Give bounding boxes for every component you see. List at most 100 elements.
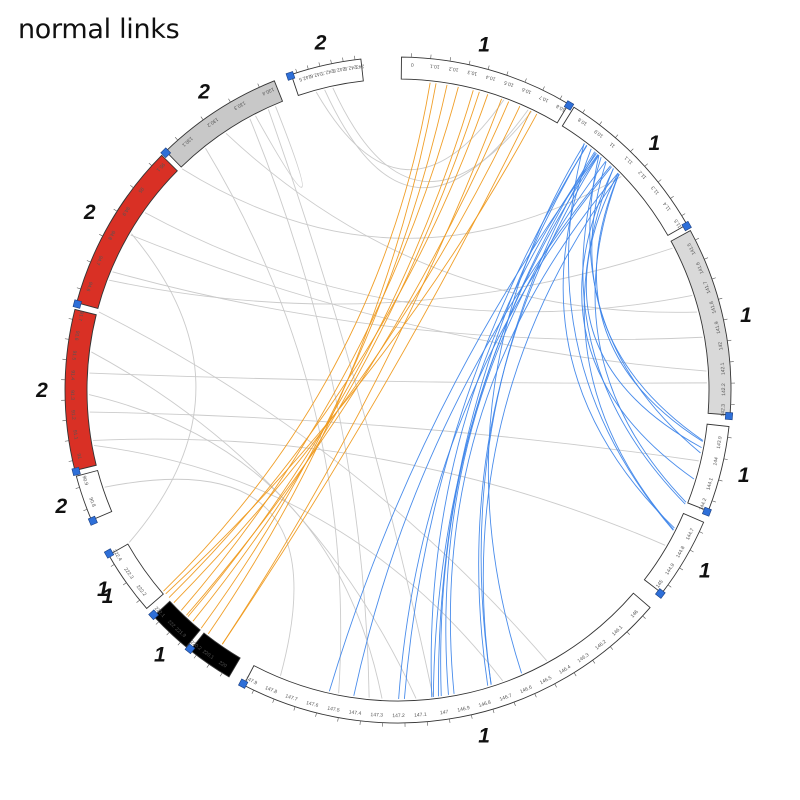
- tick-label: 141.7: [702, 280, 712, 294]
- tick-label: 10.9: [593, 128, 605, 139]
- link: [181, 86, 459, 611]
- tick-mark: [130, 185, 134, 188]
- tick-mark: [330, 59, 332, 64]
- tick-label: 143.9: [716, 436, 724, 449]
- tick-label: 141.6: [695, 261, 706, 275]
- tick-label: 144.7: [685, 527, 696, 541]
- band-marker: [72, 299, 82, 309]
- tick-label: 130.4: [261, 86, 275, 97]
- tick-label: 147.2: [392, 713, 405, 719]
- tick-label: 146.6: [519, 684, 533, 695]
- chrom-label: 1: [699, 560, 711, 583]
- link: [430, 152, 597, 698]
- tick-mark: [155, 621, 160, 625]
- link: [93, 438, 666, 546]
- tick-mark: [610, 646, 614, 650]
- tick-mark: [86, 260, 91, 263]
- segment-7: [153, 600, 201, 648]
- tick-mark: [306, 65, 309, 70]
- segment-9: [75, 469, 113, 521]
- band-marker: [701, 506, 712, 517]
- tick-mark: [64, 338, 69, 340]
- tick-mark: [630, 148, 634, 152]
- tick-label: 11.1: [623, 154, 634, 165]
- tick-mark: [644, 163, 648, 167]
- link: [207, 83, 437, 635]
- tick-mark: [295, 68, 298, 73]
- link: [594, 173, 687, 503]
- chrom-label: 2: [83, 201, 96, 224]
- tick-label: 147.7: [284, 693, 298, 703]
- tick-label: 144.2: [698, 497, 708, 511]
- band-marker: [654, 588, 666, 599]
- link: [583, 168, 674, 530]
- tick-label: 91.7: [76, 311, 84, 322]
- tick-label: 10.4: [485, 73, 496, 81]
- tick-label: 147.9: [244, 676, 258, 687]
- band-marker: [103, 548, 115, 559]
- tick-mark: [293, 706, 296, 711]
- link: [585, 172, 702, 448]
- tick-mark: [83, 509, 88, 512]
- link: [324, 89, 529, 189]
- tick-mark: [513, 702, 516, 706]
- tick-label: 94.6: [84, 281, 93, 292]
- chrom-label: 2: [197, 80, 210, 103]
- band-marker: [285, 71, 296, 81]
- link: [582, 157, 686, 505]
- tick-mark: [723, 318, 728, 321]
- tick-label: 222.4: [111, 549, 123, 563]
- tick-mark: [699, 531, 704, 534]
- tick-mark: [113, 208, 118, 212]
- link: [255, 106, 303, 188]
- tick-mark: [559, 95, 563, 100]
- chrom-label: 2: [35, 379, 48, 402]
- tick-label: 142.1: [720, 362, 727, 375]
- tick-label: 10.5: [503, 79, 514, 88]
- tick-label: 147.3: [370, 712, 383, 719]
- tick-mark: [76, 287, 81, 290]
- link: [328, 154, 599, 692]
- tick-label: 91.4: [69, 370, 75, 380]
- diagram-title: normal links: [18, 14, 180, 45]
- link: [168, 94, 489, 598]
- tick-mark: [487, 65, 490, 70]
- tick-mark: [667, 584, 672, 588]
- tick-mark: [75, 487, 80, 489]
- link: [353, 165, 611, 696]
- link: [438, 144, 587, 697]
- chrom-label: 1: [478, 34, 490, 57]
- chrom-label: 1: [740, 304, 752, 327]
- tick-mark: [219, 672, 223, 677]
- tick-mark: [689, 549, 694, 553]
- tick-mark: [342, 57, 344, 62]
- segment-3: [687, 423, 730, 512]
- tick-label: 222: [166, 619, 176, 629]
- tick-mark: [492, 709, 495, 714]
- tick-label: 147.8: [264, 685, 278, 695]
- band-marker: [71, 466, 81, 477]
- link: [93, 445, 503, 682]
- tick-mark: [174, 137, 179, 141]
- tick-label: 142.2: [721, 383, 727, 396]
- link: [480, 152, 596, 685]
- tick-label: 147.6: [305, 700, 319, 709]
- tick-mark: [582, 109, 586, 114]
- segment-0: [400, 56, 570, 124]
- link: [98, 311, 548, 662]
- tick-label: 10.6: [521, 86, 532, 95]
- tick-label: 91.5: [70, 350, 77, 360]
- tick-label: 95: [137, 186, 145, 194]
- link: [249, 118, 370, 698]
- tick-label: 10.1: [429, 63, 439, 70]
- tick-label: 91.6: [73, 330, 80, 341]
- tick-label: 141.9: [714, 321, 723, 335]
- tick-label: 91.3: [69, 390, 75, 400]
- tick-label: 220: [217, 660, 227, 670]
- tick-label: 91.2: [69, 410, 76, 420]
- tick-mark: [251, 689, 254, 694]
- link: [591, 161, 704, 441]
- chromosome-segments: 0 10.1 10.2 10.3 10.4 10.5 10.6 10.7 10.8 10.8 10.…: [61, 53, 735, 727]
- tick-mark: [315, 712, 317, 717]
- tick-mark: [615, 134, 619, 138]
